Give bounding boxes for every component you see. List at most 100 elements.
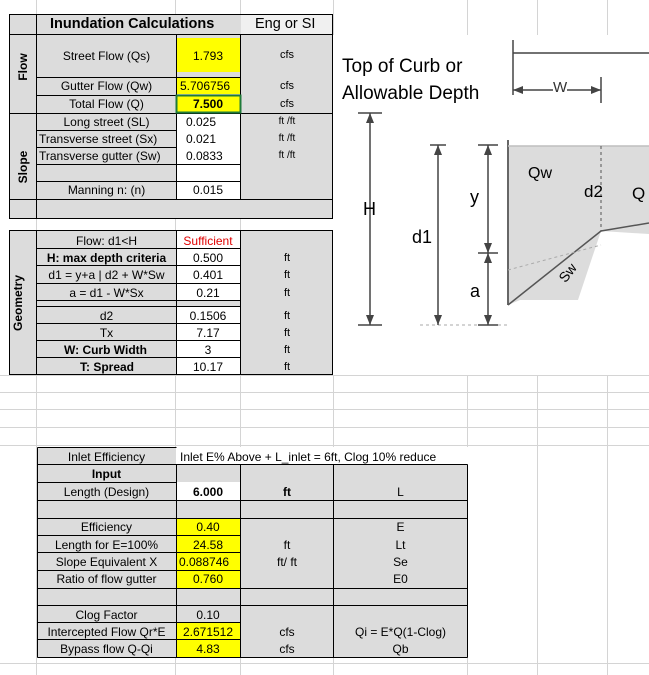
efficiency-highlight: [176, 518, 240, 535]
inlet-note: Inlet E% Above + L_inlet = 6ft, Clog 10%…: [180, 450, 437, 464]
length-design-label: Length (Design): [63, 485, 150, 499]
intercepted-flow-highlight: [176, 623, 240, 640]
bypass-flow-highlight: [176, 640, 240, 658]
ratio-flow-label: Ratio of flow gutter: [56, 572, 157, 586]
street-flow-highlight: [176, 38, 240, 72]
intercepted-flow-formula: Qi = E*Q(1-Clog): [354, 625, 447, 639]
transverse-gutter-unit: ft /ft: [278, 150, 296, 161]
diagram-title-line1: Top of Curb or: [342, 56, 463, 77]
a-value[interactable]: 0.21: [196, 286, 220, 300]
slope-equivalent-value[interactable]: 0.088746: [179, 555, 230, 569]
spread-label: T: Spread: [80, 361, 176, 373]
transverse-gutter-label: Transverse gutter (Sw): [39, 149, 161, 163]
efficiency-label: Efficiency: [80, 520, 133, 534]
bypass-flow-unit: cfs: [279, 642, 295, 656]
transverse-street-label: Transverse street (Sx): [39, 132, 158, 146]
gutter-cross-section-diagram: [333, 35, 649, 375]
units-toggle[interactable]: Eng or SI: [255, 16, 316, 32]
total-flow-value[interactable]: 7.500: [192, 97, 224, 111]
depth-values-bg: [176, 249, 240, 300]
length-design-unit: ft: [283, 485, 291, 499]
diagram-q-label: Q: [632, 184, 646, 203]
max-depth-value[interactable]: 0.500: [192, 251, 224, 265]
inlet-efficiency-title: Inlet Efficiency: [67, 450, 146, 464]
bypass-flow-label: Bypass flow Q-Qi: [60, 642, 153, 656]
intercepted-flow-value[interactable]: 2.671512: [182, 625, 234, 639]
d2-label: d2: [99, 309, 114, 323]
length-design-value[interactable]: 6.000: [192, 485, 224, 499]
long-street-slope-unit: ft /ft: [278, 116, 296, 127]
ratio-flow-highlight: [176, 570, 240, 588]
transverse-gutter-value[interactable]: 0.0833: [186, 149, 223, 163]
d2-value[interactable]: 0.1506: [189, 309, 227, 323]
a-formula-label: a = d1 - W*Sx: [69, 286, 144, 300]
curb-width-label-text: W: Curb Width: [64, 343, 147, 357]
efficiency-value[interactable]: 0.40: [196, 520, 220, 534]
intercepted-flow-unit: cfs: [279, 625, 295, 639]
manning-n-value[interactable]: 0.015: [192, 183, 224, 197]
diagram-w-label: W: [553, 79, 568, 96]
curb-width-value[interactable]: 3: [204, 343, 212, 357]
gutter-flow-value[interactable]: 5.706756: [180, 79, 231, 93]
flow-check-bg: [176, 230, 240, 248]
slope-equivalent-symbol: Se: [393, 555, 408, 569]
ratio-flow-value[interactable]: 0.760: [192, 572, 224, 586]
length-e100-highlight: [176, 536, 240, 553]
transverse-street-value[interactable]: 0.021: [186, 132, 217, 146]
total-flow-unit: cfs: [279, 98, 295, 110]
clog-factor-value[interactable]: 0.10: [196, 608, 220, 622]
spread-value[interactable]: 10.17: [192, 360, 224, 374]
efficiency-symbol: E: [396, 520, 405, 534]
diagram-d2-label: d2: [584, 182, 603, 201]
bypass-flow-symbol: Qb: [392, 642, 409, 656]
gutter-flow-label: Gutter Flow (Qw): [60, 79, 153, 93]
input-header: Input: [91, 467, 122, 481]
diagram-title-line2: Allowable Depth: [342, 83, 480, 104]
spread-unit: ft: [283, 361, 291, 373]
d1-unit: ft: [283, 269, 291, 281]
sheet-title: Inundation Calculations: [50, 16, 215, 32]
units-cell-bg: [241, 14, 333, 34]
bypass-flow-value[interactable]: 4.83: [196, 642, 220, 656]
length-e100-symbol: Lt: [395, 538, 406, 552]
tx-value[interactable]: 7.17: [196, 326, 220, 340]
geometry-table-panel: [9, 230, 333, 375]
street-flow-label: Street Flow (Qs): [62, 49, 151, 63]
length-e100-label: Length for E=100%: [54, 538, 159, 552]
inlet-note-bg: [176, 447, 468, 464]
max-depth-label-text: H: max depth criteria: [46, 251, 167, 265]
length-design-value-bg: [176, 482, 240, 500]
d1-formula-label: d1 = y+a | d2 + W*Sw: [48, 268, 165, 282]
gutter-flow-highlight: [176, 77, 240, 94]
manning-n-label: Manning n: (n): [67, 183, 146, 197]
diagram-d1-label: d1: [412, 227, 433, 247]
length-e100-unit: ft: [283, 538, 291, 552]
curb-width-label: W: Curb Width: [64, 344, 176, 356]
blank-cell: [176, 164, 240, 181]
length-e100-value[interactable]: 24.58: [192, 538, 224, 552]
max-depth-label: H: max depth criteria: [37, 252, 176, 264]
manning-value-bg: [176, 181, 240, 199]
diagram-a-label: a: [470, 281, 481, 301]
total-flow-highlight: [176, 95, 240, 112]
street-flow-unit: cfs: [279, 49, 295, 61]
long-street-slope-value[interactable]: 0.025: [186, 115, 217, 129]
ratio-flow-symbol: E0: [393, 572, 408, 586]
curb-width-unit: ft: [283, 344, 291, 356]
intercepted-flow-label: Intercepted Flow Qr*E: [47, 625, 166, 639]
d1-value[interactable]: 0.401: [192, 268, 224, 282]
flow-check-label: Flow: d1<H: [75, 234, 138, 248]
tx-unit: ft: [283, 327, 291, 339]
flow-check-value: Sufficient: [183, 234, 233, 248]
transverse-street-unit: ft /ft: [278, 133, 296, 144]
top-table-panel: [9, 14, 333, 219]
gutter-flow-unit: cfs: [279, 80, 295, 92]
street-flow-value[interactable]: 1.793: [192, 49, 224, 63]
diagram-qw-label: Qw: [528, 165, 552, 182]
tx-label: Tx: [99, 326, 114, 340]
long-street-slope-label: Long street (SL): [63, 115, 150, 129]
